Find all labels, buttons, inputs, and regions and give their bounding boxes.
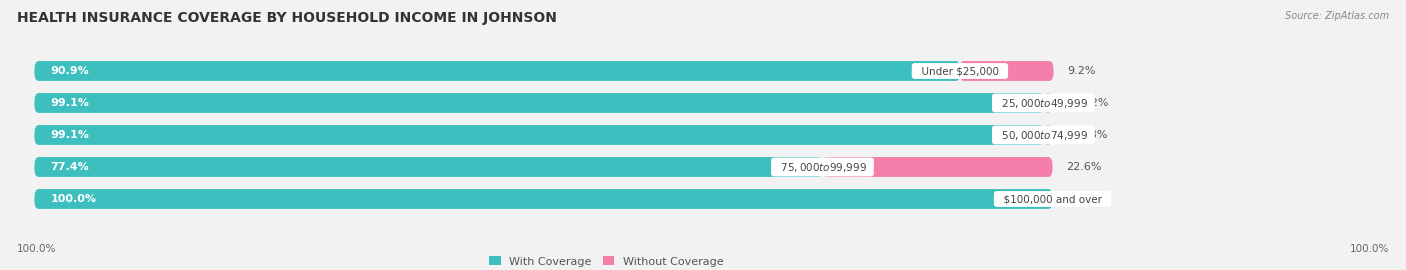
FancyBboxPatch shape [34,61,1053,81]
Text: $100,000 and over: $100,000 and over [997,194,1108,204]
Legend: With Coverage, Without Coverage: With Coverage, Without Coverage [485,252,728,270]
FancyBboxPatch shape [823,157,1053,177]
Text: 0.92%: 0.92% [1073,98,1108,108]
FancyBboxPatch shape [34,157,1053,177]
Text: 9.2%: 9.2% [1067,66,1095,76]
FancyBboxPatch shape [1043,125,1052,145]
Text: 90.9%: 90.9% [51,66,90,76]
Text: $50,000 to $74,999: $50,000 to $74,999 [995,129,1092,141]
Text: Source: ZipAtlas.com: Source: ZipAtlas.com [1285,11,1389,21]
Text: 100.0%: 100.0% [51,194,97,204]
FancyBboxPatch shape [34,93,1053,113]
FancyBboxPatch shape [34,189,1053,209]
Text: 0.88%: 0.88% [1073,130,1108,140]
Text: 0.0%: 0.0% [1073,194,1101,204]
Text: HEALTH INSURANCE COVERAGE BY HOUSEHOLD INCOME IN JOHNSON: HEALTH INSURANCE COVERAGE BY HOUSEHOLD I… [17,11,557,25]
Text: 22.6%: 22.6% [1066,162,1102,172]
Text: $25,000 to $49,999: $25,000 to $49,999 [995,96,1092,110]
FancyBboxPatch shape [960,61,1053,81]
FancyBboxPatch shape [1043,93,1053,113]
FancyBboxPatch shape [34,125,1043,145]
FancyBboxPatch shape [34,157,823,177]
FancyBboxPatch shape [34,189,1053,209]
Text: $75,000 to $99,999: $75,000 to $99,999 [773,160,870,174]
FancyBboxPatch shape [34,125,1053,145]
Text: 100.0%: 100.0% [1350,244,1389,254]
Text: 99.1%: 99.1% [51,130,90,140]
Text: Under $25,000: Under $25,000 [915,66,1005,76]
Text: 100.0%: 100.0% [17,244,56,254]
Text: 99.1%: 99.1% [51,98,90,108]
FancyBboxPatch shape [34,61,960,81]
FancyBboxPatch shape [34,93,1043,113]
Text: 77.4%: 77.4% [51,162,90,172]
